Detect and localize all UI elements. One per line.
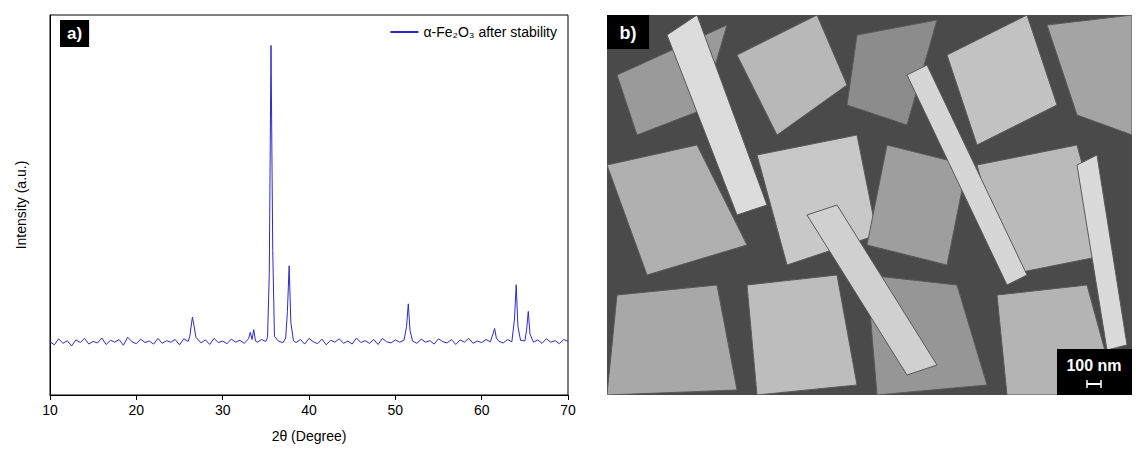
svg-text:Intensity (a.u.): Intensity (a.u.) (13, 161, 29, 250)
svg-text:70: 70 (560, 402, 576, 418)
svg-text:a): a) (67, 24, 82, 43)
svg-text:100 nm: 100 nm (1066, 357, 1121, 374)
svg-text:20: 20 (129, 402, 145, 418)
svg-text:2θ (Degree): 2θ (Degree) (272, 428, 347, 444)
svg-text:50: 50 (388, 402, 404, 418)
svg-text:60: 60 (474, 402, 490, 418)
svg-text:α-Fe₂O₃ after stability: α-Fe₂O₃ after stability (423, 24, 557, 40)
svg-text:30: 30 (215, 402, 231, 418)
svg-text:40: 40 (301, 402, 317, 418)
svg-text:b): b) (620, 23, 637, 43)
svg-text:10: 10 (42, 402, 58, 418)
